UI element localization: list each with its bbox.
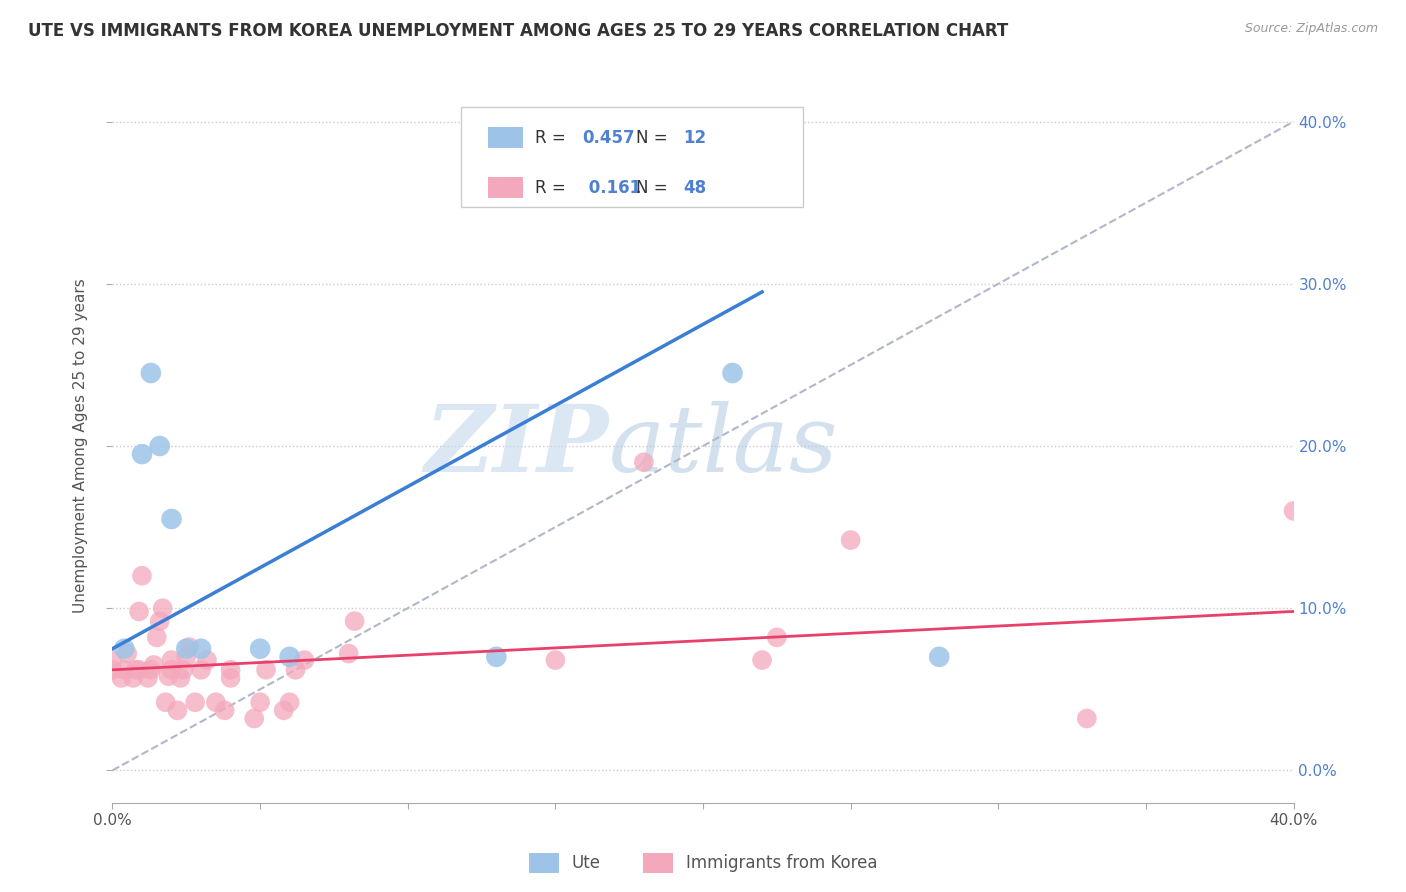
Point — [174, 641, 197, 656]
Text: UTE VS IMMIGRANTS FROM KOREA UNEMPLOYMENT AMONG AGES 25 TO 29 YEARS CORRELATION : UTE VS IMMIGRANTS FROM KOREA UNEMPLOYMEN… — [28, 22, 1008, 40]
Point — [544, 653, 567, 667]
Y-axis label: Unemployment Among Ages 25 to 29 years: Unemployment Among Ages 25 to 29 years — [73, 278, 89, 614]
Point — [166, 703, 188, 717]
Point — [205, 695, 228, 709]
Point — [101, 653, 124, 667]
Point — [131, 568, 153, 582]
Point — [766, 631, 789, 645]
Point — [136, 671, 159, 685]
Point — [149, 439, 172, 453]
Point — [249, 641, 271, 656]
Point — [128, 663, 150, 677]
Point — [128, 604, 150, 618]
Point — [284, 663, 307, 677]
Point — [174, 649, 197, 664]
Point — [721, 366, 744, 380]
Point — [343, 614, 366, 628]
Point — [254, 663, 277, 677]
Point — [142, 657, 165, 672]
Point — [122, 671, 145, 685]
Point — [214, 703, 236, 717]
Point — [169, 671, 191, 685]
Text: ZIP: ZIP — [425, 401, 609, 491]
Point — [190, 641, 212, 656]
Text: Source: ZipAtlas.com: Source: ZipAtlas.com — [1244, 22, 1378, 36]
Point — [125, 663, 148, 677]
Text: atlas: atlas — [609, 401, 838, 491]
Point — [184, 695, 207, 709]
Point — [243, 711, 266, 725]
Point — [219, 671, 242, 685]
Text: 0.457: 0.457 — [582, 128, 636, 146]
Text: R =: R = — [536, 128, 571, 146]
Point — [110, 671, 132, 685]
Point — [160, 512, 183, 526]
Text: R =: R = — [536, 178, 571, 196]
FancyBboxPatch shape — [488, 127, 523, 148]
Point — [928, 649, 950, 664]
Point — [219, 663, 242, 677]
Point — [146, 631, 169, 645]
Point — [112, 641, 135, 656]
Point — [117, 647, 138, 661]
Point — [157, 669, 180, 683]
Text: N =: N = — [636, 128, 672, 146]
Point — [751, 653, 773, 667]
Point — [337, 647, 360, 661]
Point — [160, 663, 183, 677]
Point — [278, 649, 301, 664]
Text: 0.161: 0.161 — [582, 178, 641, 196]
Point — [149, 614, 172, 628]
Point — [101, 663, 124, 677]
Point — [139, 366, 162, 380]
Point — [131, 447, 153, 461]
Text: 48: 48 — [683, 178, 706, 196]
Point — [1076, 711, 1098, 725]
Point — [292, 653, 315, 667]
Point — [249, 695, 271, 709]
Point — [190, 663, 212, 677]
FancyBboxPatch shape — [488, 177, 523, 198]
Point — [139, 663, 162, 677]
Point — [160, 653, 183, 667]
Point — [179, 640, 201, 654]
Text: N =: N = — [636, 178, 672, 196]
Point — [152, 601, 174, 615]
Point — [273, 703, 295, 717]
Point — [278, 695, 301, 709]
Point — [172, 663, 194, 677]
Point — [112, 663, 135, 677]
Point — [155, 695, 177, 709]
FancyBboxPatch shape — [461, 107, 803, 207]
Point — [1282, 504, 1305, 518]
Point — [195, 653, 218, 667]
Legend: Ute, Immigrants from Korea: Ute, Immigrants from Korea — [529, 853, 877, 873]
Text: 12: 12 — [683, 128, 706, 146]
Point — [839, 533, 862, 547]
Point — [485, 649, 508, 664]
Point — [633, 455, 655, 469]
